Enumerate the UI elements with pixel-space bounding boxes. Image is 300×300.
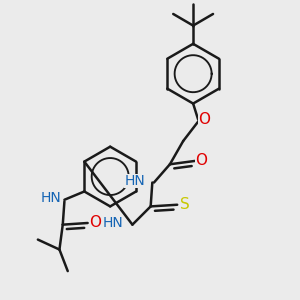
Text: S: S: [180, 196, 189, 211]
Text: HN: HN: [40, 191, 61, 205]
Text: HN: HN: [102, 216, 123, 230]
Text: O: O: [198, 112, 210, 127]
Text: HN: HN: [124, 174, 145, 188]
Text: O: O: [89, 215, 101, 230]
Text: O: O: [195, 153, 207, 168]
